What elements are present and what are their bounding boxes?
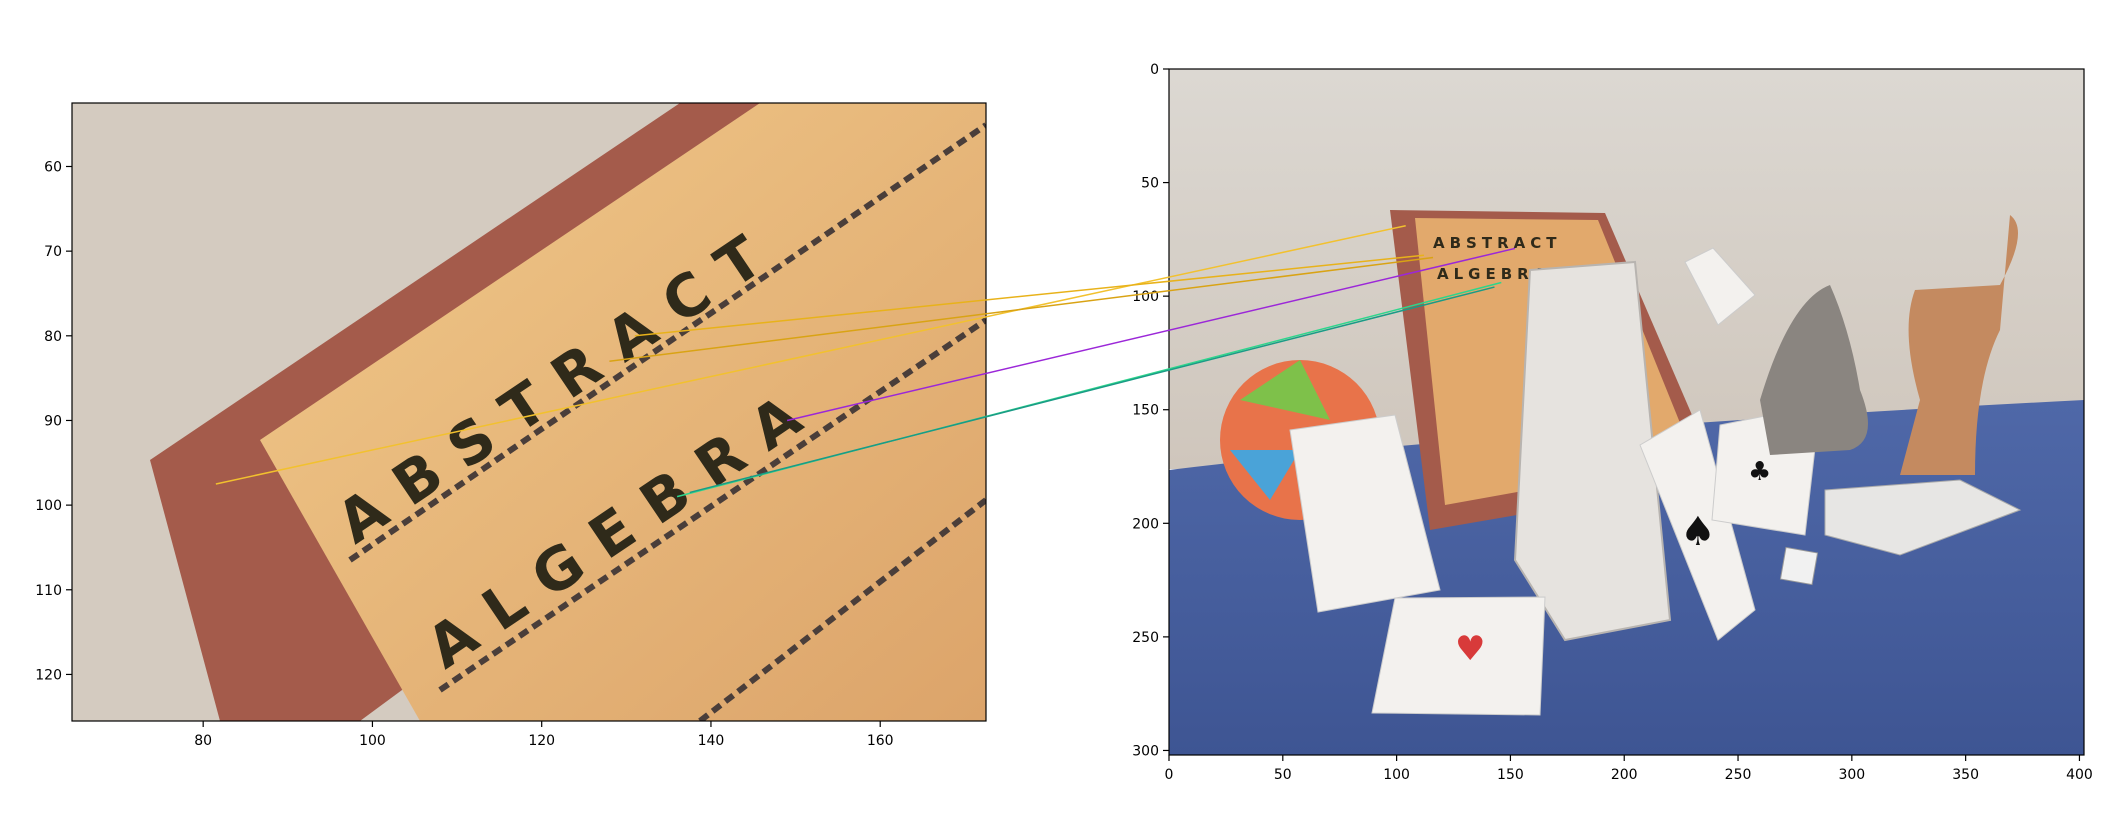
left-xtick-label: 160 <box>867 733 894 749</box>
right-ytick-label: 250 <box>1132 630 1159 646</box>
left-ytick-label: 70 <box>44 244 62 260</box>
right-ytick-label: 300 <box>1132 743 1159 759</box>
right-xtick-label: 100 <box>1383 767 1410 783</box>
right-xtick-label: 50 <box>1274 767 1292 783</box>
right-word-abstract: ABSTRACT <box>1433 234 1561 252</box>
right-ytick-label: 100 <box>1132 289 1159 305</box>
left-ytick-label: 80 <box>44 329 62 345</box>
left-ytick-label: 110 <box>35 583 62 599</box>
left-band-2 <box>438 317 986 693</box>
right-card-deck <box>1824 479 2022 556</box>
match-line <box>634 254 1425 337</box>
right-ytick-label: 0 <box>1150 62 1159 78</box>
right-xtick-label: 150 <box>1497 767 1524 783</box>
right-xtick-label: 350 <box>1952 767 1979 783</box>
right-origami-facet <box>1230 450 1300 500</box>
right-ytick-label: 200 <box>1132 516 1159 532</box>
right-xtick-label: 400 <box>2066 767 2093 783</box>
right-dragon <box>1760 285 1868 455</box>
right-club-icon: ♣ <box>1748 457 1771 487</box>
left-xtick-label: 80 <box>194 733 212 749</box>
right-image: ABSTRACT ALGEBRA ♥ ♠ ♣ <box>1169 69 2084 755</box>
left-xtick-label: 140 <box>698 733 725 749</box>
right-card-queen <box>1289 414 1441 613</box>
match-line <box>786 247 1516 422</box>
right-word-algebra: ALGEBRA <box>1437 265 1550 283</box>
left-axis-ticks: 80 100 120 140 160 60 70 80 90 100 110 120 <box>35 159 893 749</box>
right-axes-frame <box>1168 68 2085 756</box>
match-line <box>609 256 1434 362</box>
right-spade-icon: ♠ <box>1680 509 1716 555</box>
right-card-ace-spades <box>1639 409 1756 641</box>
left-axes-frame <box>71 102 987 722</box>
right-wooden-hand <box>1900 215 2018 475</box>
right-crystal <box>1513 260 1672 642</box>
left-xtick-label: 120 <box>528 733 555 749</box>
match-lines <box>215 225 1516 498</box>
left-book-cover <box>260 103 986 721</box>
right-xtick-label: 300 <box>1838 767 1865 783</box>
right-heart-icon: ♥ <box>1455 629 1485 669</box>
right-xtick-label: 200 <box>1611 767 1638 783</box>
left-xtick-label: 100 <box>359 733 386 749</box>
left-band-3 <box>698 497 986 721</box>
left-ytick-label: 120 <box>35 667 62 683</box>
left-band-1 <box>348 122 986 563</box>
right-card-ace-hearts <box>1371 596 1546 716</box>
right-xtick-label: 250 <box>1725 767 1752 783</box>
right-card-top <box>1684 247 1756 326</box>
right-xtick-label: 0 <box>1165 767 1174 783</box>
right-ytick-label: 150 <box>1132 403 1159 419</box>
left-ytick-label: 60 <box>44 159 62 175</box>
right-die <box>1779 546 1819 586</box>
match-line <box>215 225 1406 485</box>
match-line <box>689 286 1495 494</box>
left-image: ABSTRACT ALGEBRA <box>72 103 986 721</box>
right-ytick-label: 50 <box>1141 176 1159 192</box>
right-origami-facet <box>1240 360 1330 420</box>
left-ytick-label: 100 <box>35 498 62 514</box>
left-ytick-label: 90 <box>44 413 62 429</box>
